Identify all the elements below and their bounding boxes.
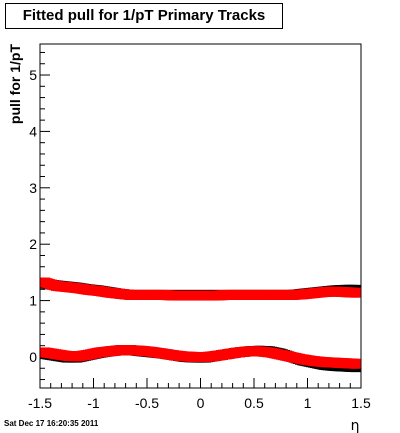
y-tick-label: 4	[29, 123, 37, 139]
x-axis-label: η	[351, 418, 360, 433]
y-tick-label: 2	[29, 236, 37, 252]
x-tick-label: -0.5	[135, 395, 159, 411]
plot-frame	[39, 43, 362, 389]
x-tick-label: -1	[87, 395, 100, 411]
y-tick-label: 3	[29, 180, 37, 196]
y-tick-label: 1	[29, 293, 37, 309]
x-tick-label: 1	[304, 395, 312, 411]
data-point	[350, 287, 361, 298]
x-tick-label: 1.5	[351, 395, 371, 411]
y-axis-label: pull for 1/pT	[7, 44, 23, 125]
x-tick-label: 0.5	[244, 395, 264, 411]
data-point	[350, 358, 361, 369]
y-tick-label: 5	[29, 67, 37, 83]
timestamp-footer: Sat Dec 17 16:20:35 2011	[4, 419, 99, 428]
y-tick-label: 0	[29, 349, 37, 365]
x-tick-label: -1.5	[28, 395, 52, 411]
chart-title: Fitted pull for 1/pT Primary Tracks	[5, 3, 283, 29]
x-tick-label: 0	[197, 395, 205, 411]
